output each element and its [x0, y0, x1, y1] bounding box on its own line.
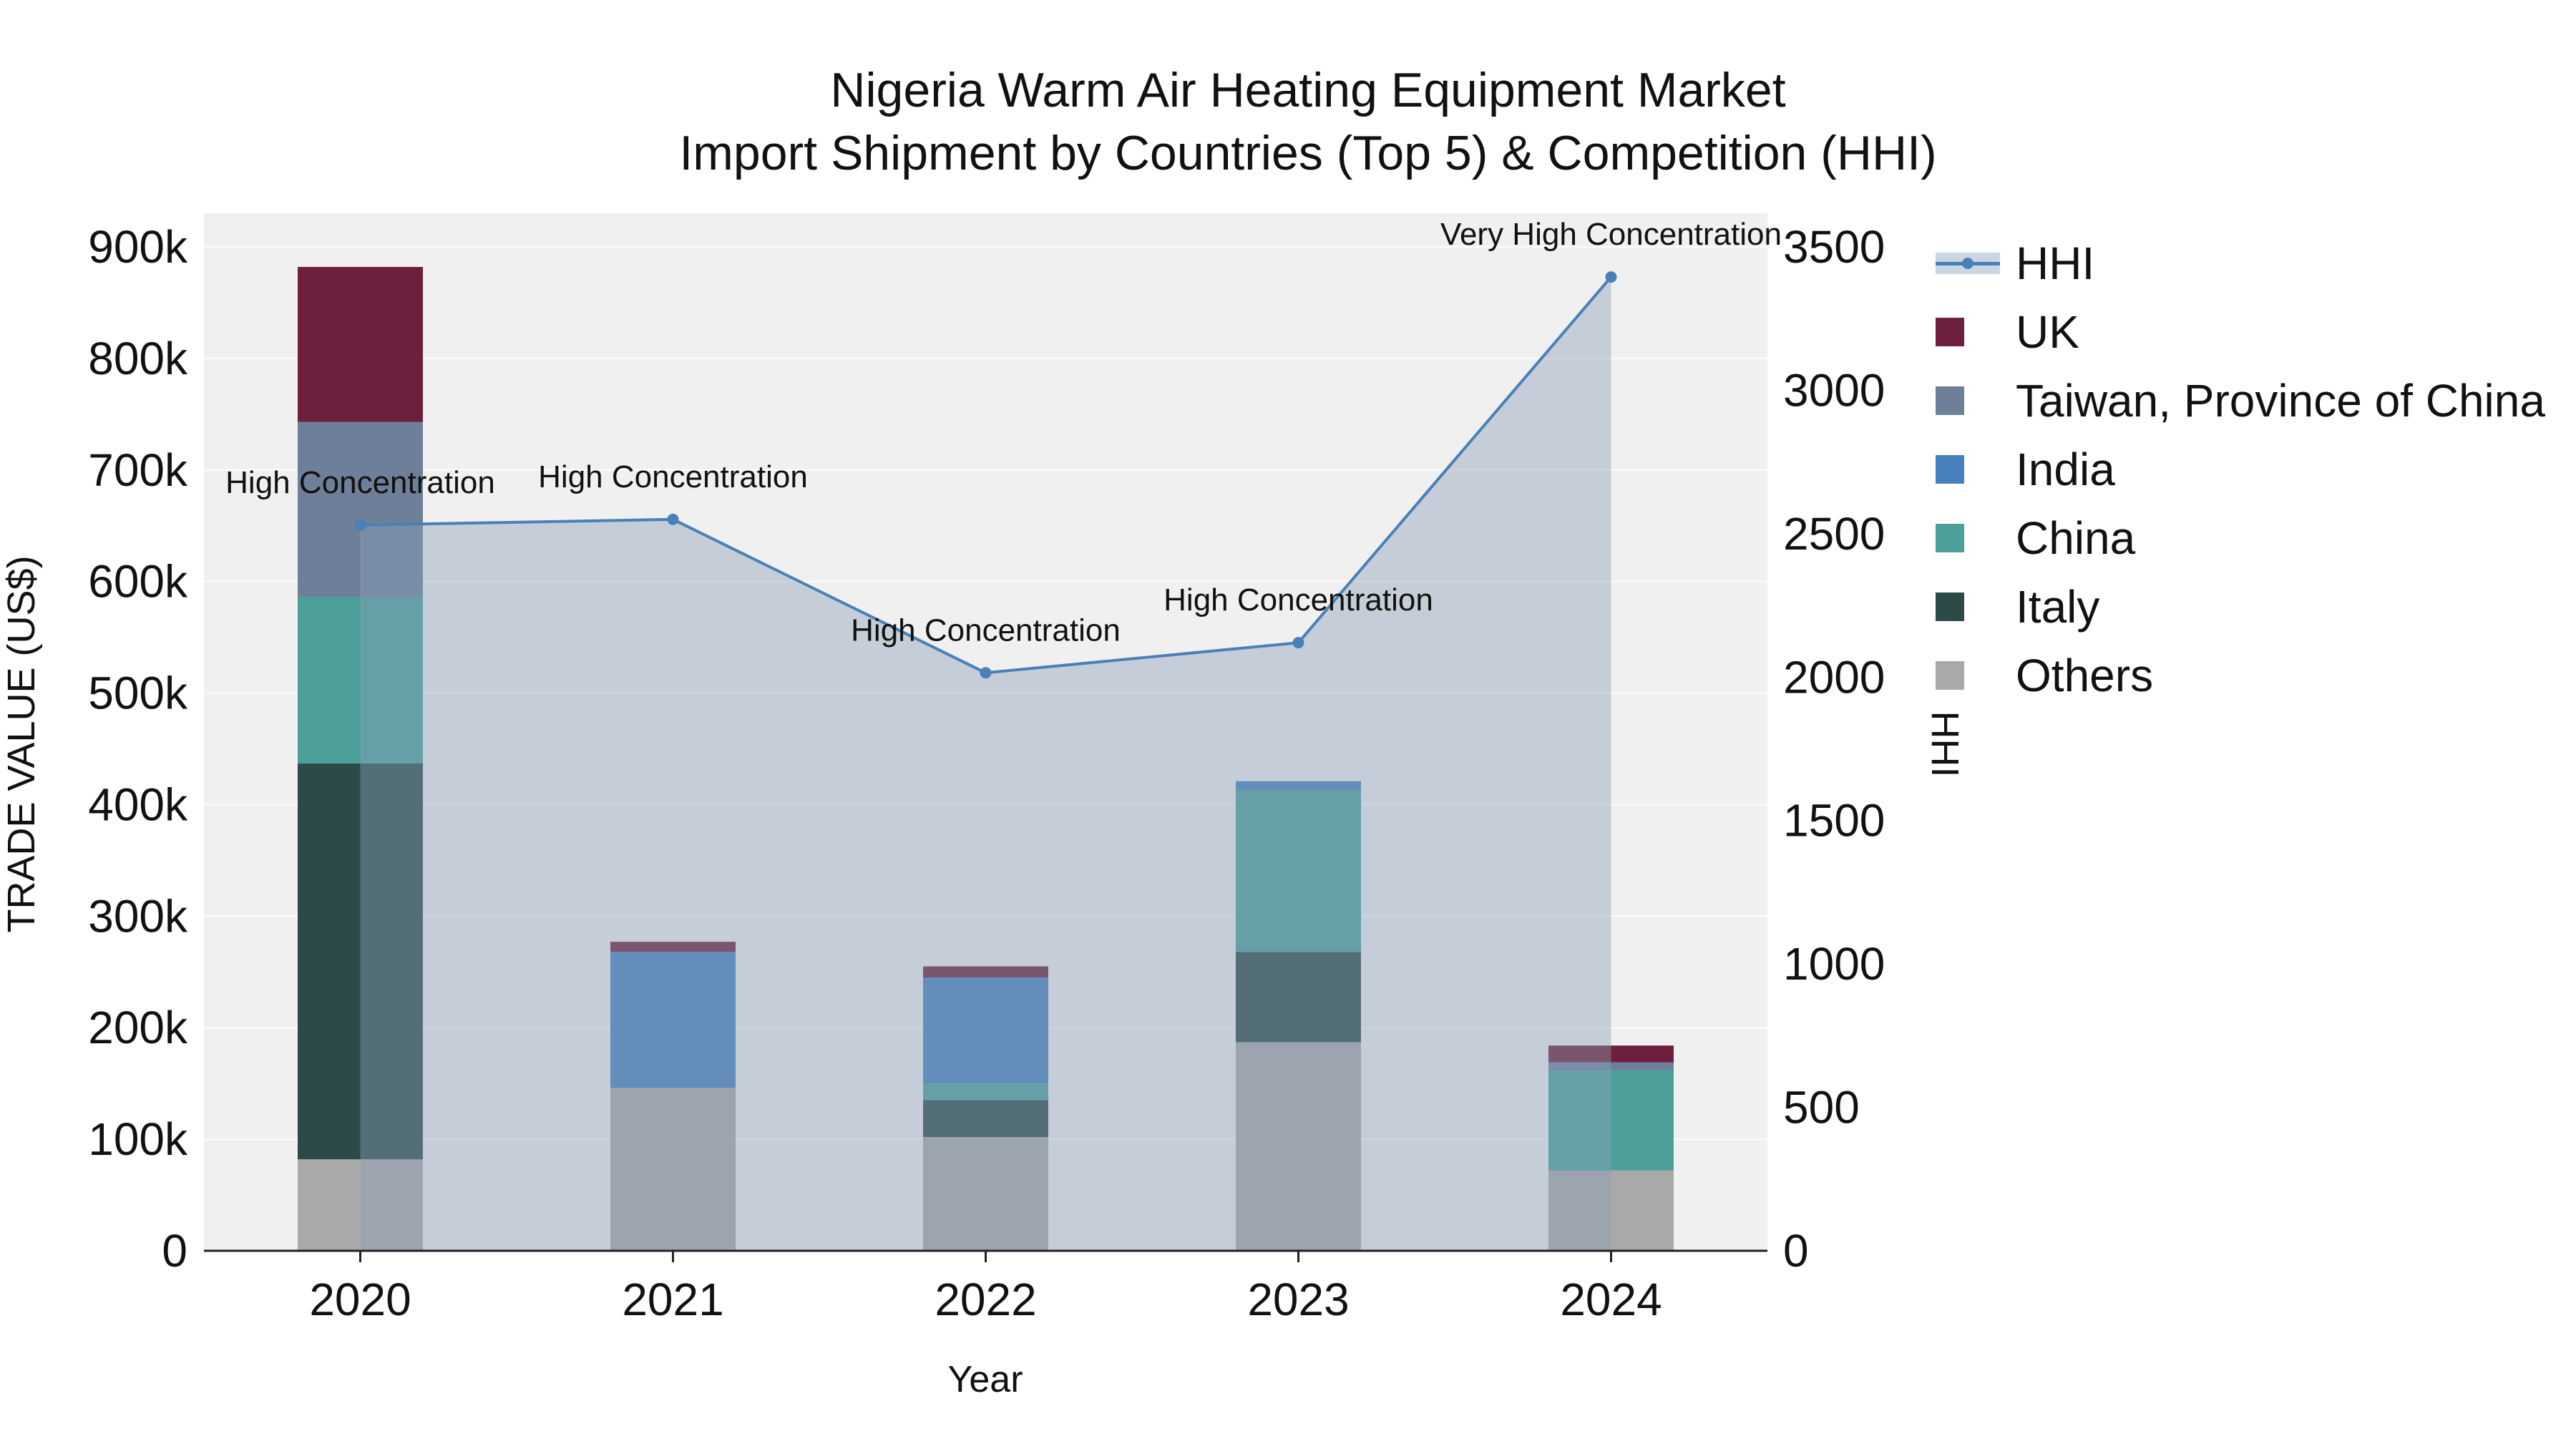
legend-label-others: Others	[2016, 650, 2154, 701]
bar-segment-uk-2022	[923, 966, 1048, 978]
bar-segment-others-2024	[1548, 1170, 1674, 1251]
hhi-point-2020	[354, 519, 366, 531]
bar-segment-italy-2023	[1236, 952, 1361, 1043]
legend-item-hhi: HHI	[1936, 229, 2545, 298]
bar-segment-china-2022	[923, 1083, 1048, 1101]
bar-segment-uk-2021	[610, 942, 736, 952]
annotation-2022: High Concentration	[851, 613, 1121, 648]
annotation-2023: High Concentration	[1163, 582, 1433, 618]
y-right-tick-label: 2000	[1783, 651, 1885, 703]
legend-label-taiwan-province-of-china: Taiwan, Province of China	[2016, 375, 2545, 426]
y-right-tick-label: 3000	[1783, 364, 1885, 416]
bar-segment-india-2022	[923, 977, 1048, 1084]
legend-item-italy: Italy	[1936, 572, 2545, 641]
annotation-2024: Very High Concentration	[1440, 217, 1782, 252]
bar-segment-others-2021	[610, 1088, 736, 1251]
y-right-tick-label: 500	[1783, 1082, 1860, 1133]
chart-title: Nigeria Warm Air Heating Equipment Marke…	[679, 59, 1936, 185]
legend-label-italy: Italy	[2016, 581, 2100, 633]
legend-swatch-china	[1936, 524, 2000, 552]
legend-swatch-taiwan-province-of-china	[1936, 386, 2000, 415]
bar-segment-india-2021	[610, 952, 736, 1088]
bar-segment-others-2020	[298, 1159, 423, 1251]
x-tick-label-2024: 2024	[1560, 1274, 1662, 1325]
bar-segment-uk-2024	[1548, 1045, 1674, 1063]
bar-segment-china-2024	[1548, 1070, 1674, 1171]
legend-item-china: China	[1936, 504, 2545, 572]
bar-segment-others-2023	[1236, 1042, 1361, 1251]
y-left-tick-label: 0	[162, 1225, 187, 1277]
legend-label-india: India	[2016, 444, 2115, 495]
legend-line-marker	[1936, 253, 2000, 274]
bar-segment-india-2023	[1236, 781, 1361, 791]
legend-swatch-uk	[1936, 318, 2000, 346]
hhi-legend-band	[1936, 253, 2000, 274]
y-left-tick-label: 600k	[88, 556, 188, 608]
bar-segment-taiwan-province-of-china-2020	[298, 421, 423, 597]
legend-item-uk: UK	[1936, 298, 2545, 366]
y-right-tick-label: 1500	[1783, 795, 1885, 847]
legend-item-india: India	[1936, 435, 2545, 504]
bar-segment-uk-2020	[298, 267, 423, 422]
annotation-2020: High Concentration	[225, 465, 495, 500]
y-left-tick-label: 400k	[88, 779, 188, 830]
y-left-tick-label: 800k	[88, 333, 188, 384]
hhi-point-2023	[1292, 637, 1304, 649]
legend-swatch-italy	[1936, 592, 2000, 621]
x-tick-label-2020: 2020	[309, 1274, 411, 1325]
bar-segment-china-2023	[1236, 790, 1361, 952]
y-right-axis-title: HHI	[1923, 711, 1966, 778]
bar-segment-china-2020	[298, 597, 423, 763]
x-tick-label-2022: 2022	[935, 1274, 1036, 1325]
y-left-tick-label: 200k	[88, 1002, 188, 1053]
y-right-tick-label: 0	[1783, 1225, 1809, 1277]
legend-swatch-others	[1936, 661, 2000, 690]
annotation-2021: High Concentration	[538, 459, 808, 494]
legend-swatch-india	[1936, 455, 2000, 484]
chart-title-line1: Nigeria Warm Air Heating Equipment Marke…	[830, 63, 1786, 117]
y-left-tick-label: 700k	[88, 444, 188, 496]
legend-label-uk: UK	[2016, 306, 2079, 358]
legend-item-others: Others	[1936, 641, 2545, 710]
x-axis-title: Year	[947, 1359, 1023, 1400]
y-left-tick-label: 300k	[88, 890, 188, 942]
bar-segment-italy-2022	[923, 1100, 1048, 1137]
bar-segment-others-2022	[923, 1136, 1048, 1251]
y-right-tick-label: 2500	[1783, 508, 1885, 560]
legend-label-hhi: HHI	[2016, 238, 2095, 289]
y-left-tick-label: 900k	[88, 221, 188, 273]
legend: HHI UK Taiwan, Province of China India China…	[1936, 229, 2545, 710]
x-tick-label-2021: 2021	[622, 1274, 723, 1325]
bar-segment-italy-2020	[298, 763, 423, 1160]
y-right-tick-label: 1000	[1783, 938, 1885, 990]
hhi-point-2021	[667, 513, 679, 525]
hhi-point-2022	[980, 667, 992, 679]
y-left-tick-label: 500k	[88, 668, 188, 719]
y-right-tick-label: 3500	[1783, 221, 1885, 273]
y-left-axis-title: TRADE VALUE (US$)	[0, 555, 43, 932]
chart-title-line2: Import Shipment by Countries (Top 5) & C…	[679, 126, 1937, 181]
hhi-point-2024	[1605, 271, 1617, 283]
bar-segment-taiwan-province-of-china-2024	[1548, 1062, 1674, 1070]
y-left-tick-label: 100k	[88, 1113, 188, 1165]
legend-label-china: China	[2016, 512, 2136, 564]
x-tick-label-2023: 2023	[1247, 1274, 1349, 1325]
legend-item-taiwan-province-of-china: Taiwan, Province of China	[1936, 366, 2545, 435]
